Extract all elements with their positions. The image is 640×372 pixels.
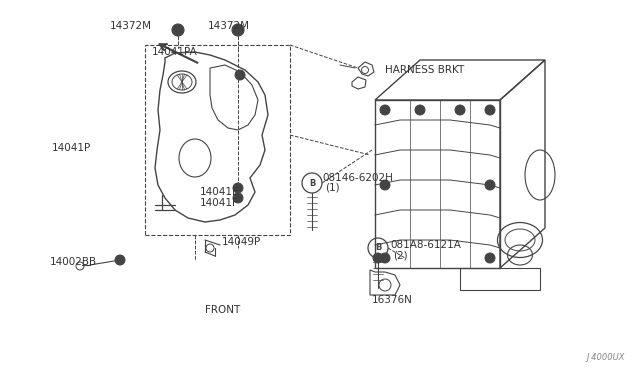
- Text: 08146-6202H: 08146-6202H: [322, 173, 393, 183]
- Text: J 4000UX: J 4000UX: [586, 353, 625, 362]
- Text: HARNESS BRKT: HARNESS BRKT: [385, 65, 464, 75]
- Circle shape: [380, 180, 390, 190]
- Text: 081A8-6121A: 081A8-6121A: [390, 240, 461, 250]
- Circle shape: [380, 253, 390, 263]
- Circle shape: [373, 253, 383, 263]
- Text: B: B: [309, 179, 315, 187]
- Circle shape: [235, 70, 245, 80]
- Text: 14041PA: 14041PA: [152, 47, 198, 57]
- Text: 14041P: 14041P: [52, 143, 92, 153]
- Circle shape: [233, 183, 243, 193]
- Circle shape: [415, 105, 425, 115]
- Text: 14372M: 14372M: [110, 21, 152, 31]
- Text: 14002BB: 14002BB: [50, 257, 97, 267]
- Circle shape: [485, 180, 495, 190]
- Text: FRONT: FRONT: [205, 305, 240, 315]
- Bar: [145, 45, 290, 235]
- Text: 16376N: 16376N: [372, 295, 413, 305]
- Circle shape: [115, 255, 125, 265]
- Text: (1): (1): [325, 183, 340, 193]
- Circle shape: [232, 24, 244, 36]
- Circle shape: [455, 105, 465, 115]
- Text: 14049P: 14049P: [222, 237, 261, 247]
- Circle shape: [485, 105, 495, 115]
- Text: 14372M: 14372M: [208, 21, 250, 31]
- Text: 14041F: 14041F: [200, 198, 239, 208]
- Text: 14041E: 14041E: [200, 187, 239, 197]
- Circle shape: [172, 24, 184, 36]
- Text: B: B: [375, 244, 381, 253]
- Circle shape: [380, 105, 390, 115]
- Text: (2): (2): [393, 250, 408, 260]
- Circle shape: [485, 253, 495, 263]
- Circle shape: [233, 193, 243, 203]
